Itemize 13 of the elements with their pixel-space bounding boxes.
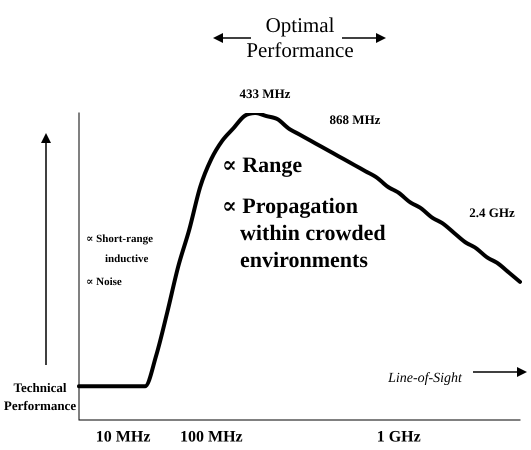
annotation: ∝ Propagation within crowded environments [222, 193, 386, 272]
annotation: 2.4 GHz [469, 205, 515, 220]
y-axis-title: Technical Performance [4, 380, 76, 413]
text: 433 MHz [240, 86, 291, 101]
x-tick-label: 1 GHz [376, 428, 421, 446]
x-tick-label: 10 MHz [96, 428, 150, 446]
x-tick-label: 100 MHz [180, 428, 243, 446]
text: Optimal Performance [246, 13, 354, 62]
annotation: Line-of-Sight [387, 371, 464, 386]
annotation: ∝ Noise [86, 276, 122, 288]
annotation: 868 MHz [330, 112, 381, 127]
annotation: ∝ Short-range inductive [86, 233, 154, 265]
annotation: ∝ Range [222, 152, 302, 177]
